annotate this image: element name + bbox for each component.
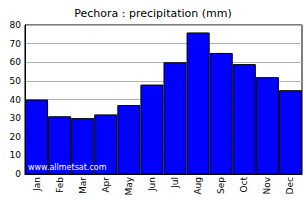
svg-text:Dec: Dec — [285, 177, 295, 194]
svg-text:Jul: Jul — [170, 177, 180, 189]
svg-text:www.allmetsat.com: www.allmetsat.com — [28, 163, 107, 172]
svg-text:30: 30 — [10, 113, 22, 123]
svg-text:Apr: Apr — [101, 177, 111, 193]
svg-text:Jan: Jan — [32, 177, 42, 192]
svg-text:Mar: Mar — [78, 177, 88, 194]
svg-text:Pechora : precipitation (mm): Pechora : precipitation (mm) — [74, 7, 232, 20]
svg-text:May: May — [124, 176, 134, 195]
svg-text:60: 60 — [10, 57, 22, 67]
svg-text:80: 80 — [10, 20, 22, 30]
svg-text:Aug: Aug — [193, 177, 203, 195]
svg-text:0: 0 — [15, 169, 21, 179]
svg-text:Nov: Nov — [262, 176, 272, 194]
svg-text:10: 10 — [10, 150, 22, 160]
svg-text:40: 40 — [10, 95, 22, 105]
svg-text:Oct: Oct — [239, 177, 249, 193]
svg-text:Feb: Feb — [55, 177, 65, 193]
svg-text:70: 70 — [10, 39, 22, 49]
svg-text:Jun: Jun — [147, 177, 157, 192]
svg-text:50: 50 — [10, 76, 22, 86]
svg-text:Sep: Sep — [216, 177, 226, 194]
svg-text:20: 20 — [10, 132, 22, 142]
